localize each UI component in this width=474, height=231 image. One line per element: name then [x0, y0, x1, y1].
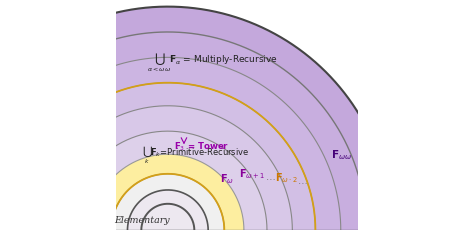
- Wedge shape: [20, 83, 315, 230]
- Wedge shape: [43, 106, 292, 230]
- Wedge shape: [111, 174, 224, 230]
- Text: Elementary: Elementary: [114, 215, 170, 224]
- Wedge shape: [141, 204, 194, 230]
- Text: $\mathbf{F}_\omega$: $\mathbf{F}_\omega$: [219, 172, 234, 185]
- Wedge shape: [69, 132, 267, 230]
- Wedge shape: [0, 8, 392, 230]
- Text: $\bigcup_{\alpha<\omega\omega}\mathbf{F}_\alpha$ = Multiply-Recursive: $\bigcup_{\alpha<\omega\omega}\mathbf{F}…: [147, 51, 278, 74]
- Text: $\bigcup_k \mathbf{F}_k$=Primitive-Recursive: $\bigcup_k \mathbf{F}_k$=Primitive-Recur…: [142, 143, 249, 165]
- Wedge shape: [128, 190, 208, 230]
- Wedge shape: [0, 33, 366, 230]
- Text: $\mathbf{F}_3$ = Tower: $\mathbf{F}_3$ = Tower: [173, 140, 229, 152]
- Wedge shape: [91, 155, 244, 230]
- Wedge shape: [141, 204, 194, 230]
- Text: $\ldots$: $\ldots$: [264, 171, 275, 181]
- Text: $\mathbf{F}_{\omega+1}$: $\mathbf{F}_{\omega+1}$: [239, 166, 266, 180]
- Wedge shape: [128, 190, 208, 230]
- Text: $\mathbf{F}_{\omega\omega}$: $\mathbf{F}_{\omega\omega}$: [331, 148, 353, 161]
- Wedge shape: [91, 155, 244, 230]
- Text: $\mathbf{F}_{\omega\cdot 2}$: $\mathbf{F}_{\omega\cdot 2}$: [275, 171, 298, 184]
- Wedge shape: [0, 58, 341, 230]
- Text: $\ldots$: $\ldots$: [297, 176, 308, 185]
- Wedge shape: [111, 174, 224, 230]
